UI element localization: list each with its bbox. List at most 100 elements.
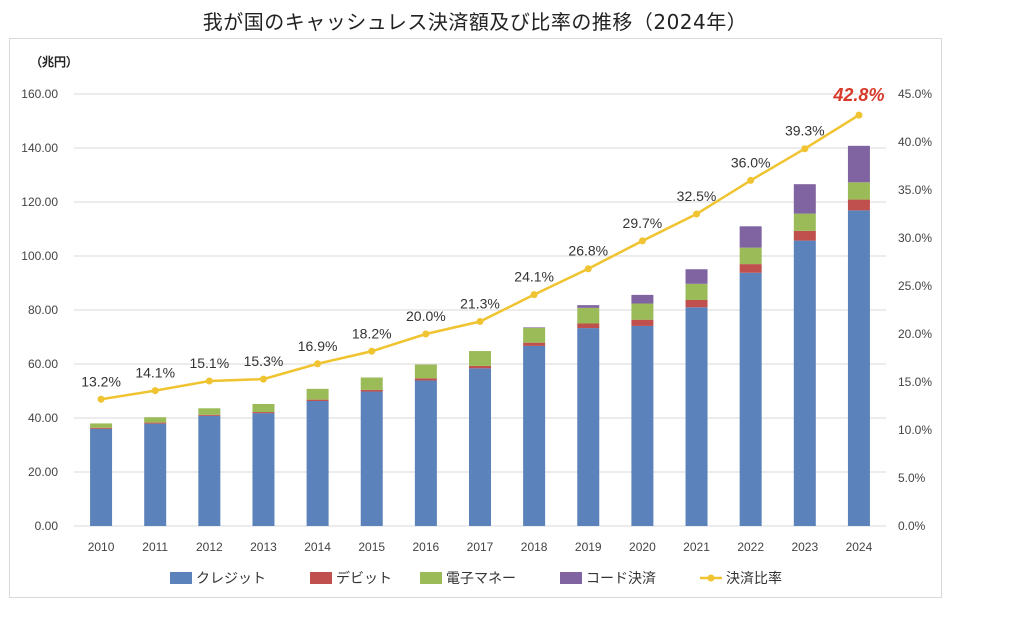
bar-segment (847, 199, 870, 211)
bar-segment (631, 294, 654, 304)
legend-label: コード決済 (586, 571, 656, 587)
bar-segment (252, 413, 275, 526)
y-left-tick-label: 160.00 (21, 87, 58, 101)
bar-segment (685, 307, 708, 526)
x-tick-label: 2022 (737, 540, 764, 554)
ratio-data-label: 13.2% (81, 373, 121, 389)
bar-segment (847, 145, 870, 183)
bar-segment (577, 328, 600, 526)
bar-segment (469, 351, 491, 366)
bar-segment (198, 414, 221, 416)
ratio-point (476, 318, 484, 326)
y-left-tick-label: 100.00 (21, 249, 58, 263)
bar-segment (198, 408, 221, 415)
x-tick-label: 2016 (413, 540, 440, 554)
bar-segment (685, 269, 708, 284)
bar-segment (306, 388, 329, 400)
ratio-point (638, 237, 646, 245)
bar-segment (523, 342, 546, 346)
bar-segment (144, 417, 167, 423)
ratio-point (747, 176, 755, 184)
y-left-tick-label: 60.00 (28, 357, 58, 371)
bar-segment (739, 226, 762, 248)
ratio-point (422, 330, 430, 338)
bar-segment (685, 300, 708, 308)
x-tick-label: 2018 (521, 540, 548, 554)
bar-segment (739, 264, 762, 273)
bar-segment (793, 184, 816, 214)
bar-segment (198, 415, 221, 526)
x-tick-label: 2014 (304, 540, 331, 554)
bar-segment (631, 325, 654, 526)
bar-segment (523, 327, 546, 328)
ratio-data-label: 32.5% (677, 188, 717, 204)
y-left-tick-label: 140.00 (21, 141, 58, 155)
x-tick-label: 2010 (88, 540, 115, 554)
legend-line-marker (707, 574, 715, 582)
y-right-tick-label: 25.0% (898, 279, 932, 293)
y-left-tick-label: 20.00 (28, 465, 58, 479)
ratio-data-label: 14.1% (135, 365, 175, 381)
bar-segment (360, 377, 383, 390)
x-tick-label: 2012 (196, 540, 223, 554)
ratio-point (259, 375, 267, 383)
y-right-tick-label: 15.0% (898, 375, 932, 389)
y-right-tick-label: 40.0% (898, 135, 932, 149)
ratio-point (151, 387, 159, 395)
ratio-point (530, 291, 538, 299)
bar-segment (306, 400, 329, 526)
ratio-point (314, 360, 322, 368)
y-right-tick-label: 5.0% (898, 471, 926, 485)
bar-segment (90, 427, 113, 429)
ratio-data-label: 21.3% (460, 296, 500, 312)
bar-segment (306, 399, 329, 401)
bar-segment (144, 423, 167, 526)
bar-segment (793, 240, 816, 527)
ratio-point (801, 145, 809, 153)
ratio-data-label: 15.1% (189, 355, 229, 371)
ratio-data-label: 26.8% (568, 243, 608, 259)
x-tick-label: 2020 (629, 540, 656, 554)
bar-segment (90, 423, 113, 428)
chart-frame (9, 38, 942, 598)
bar-segment (360, 391, 383, 526)
ratio-data-label: 20.0% (406, 308, 446, 324)
ratio-data-label: 29.7% (623, 215, 663, 231)
legend-swatch (310, 572, 332, 584)
ratio-point (693, 210, 701, 218)
x-tick-label: 2024 (846, 540, 873, 554)
y-right-tick-label: 20.0% (898, 327, 932, 341)
y-right-tick-label: 30.0% (898, 231, 932, 245)
legend-swatch (170, 572, 192, 584)
y-right-tick-label: 10.0% (898, 423, 932, 437)
legend-label: デビット (336, 570, 392, 587)
x-tick-label: 2017 (467, 540, 494, 554)
bar-segment (739, 272, 762, 526)
bar-segment (577, 307, 600, 324)
y-left-tick-label: 80.00 (28, 303, 58, 317)
ratio-data-label: 36.0% (731, 154, 771, 170)
legend-swatch (560, 572, 582, 584)
bar-segment (469, 365, 491, 369)
ratio-point (368, 347, 376, 355)
bar-segment (360, 389, 383, 392)
legend-label: 電子マネー (446, 571, 516, 587)
ratio-point (855, 111, 863, 119)
y-left-tick-label: 40.00 (28, 411, 58, 425)
x-tick-label: 2013 (250, 540, 277, 554)
bar-segment (469, 368, 491, 526)
bar-segment (414, 364, 437, 379)
bar-segment (793, 230, 816, 241)
y-left-tick-label: 0.00 (35, 519, 59, 533)
x-tick-label: 2019 (575, 540, 602, 554)
bar-segment (847, 210, 870, 526)
y-right-tick-label: 45.0% (898, 87, 932, 101)
ratio-data-label: 24.1% (514, 269, 554, 285)
ratio-data-label: 15.3% (244, 353, 284, 369)
y-left-tick-label: 120.00 (21, 195, 58, 209)
ratio-point (97, 395, 105, 403)
bar-segment (90, 428, 113, 526)
bar-segment (577, 305, 600, 308)
bar-segment (144, 422, 167, 424)
bar-segment (414, 380, 437, 526)
